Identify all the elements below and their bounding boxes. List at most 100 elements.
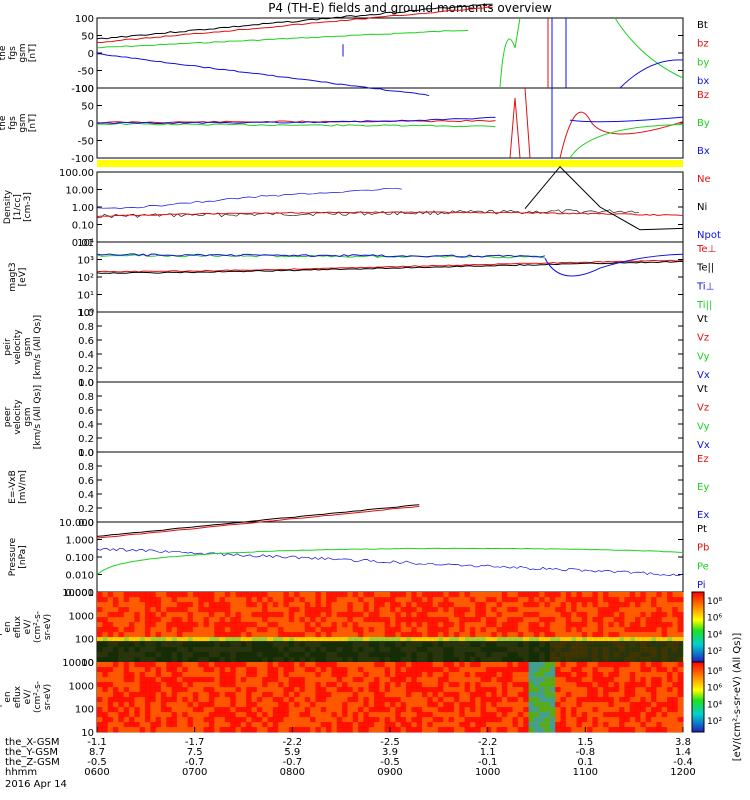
spectrogram-cell (240, 707, 247, 713)
spectrogram-cell (294, 637, 300, 643)
spectrogram-cell (144, 612, 151, 618)
spectrogram-cell (299, 697, 306, 703)
spectrogram-cell (416, 692, 423, 698)
spectrogram-cell (107, 617, 114, 623)
y-tick-label: 10¹ (77, 291, 94, 302)
spectrogram-cell (427, 632, 434, 638)
spectrogram-cell (635, 702, 641, 708)
spectrogram-cell (331, 622, 338, 628)
spectrogram-cell (549, 627, 556, 633)
spectrogram-cell (256, 602, 263, 608)
spectrogram-cell (405, 692, 412, 698)
spectrogram-cell (629, 597, 636, 603)
spectrogram-cell (219, 602, 226, 608)
spectrogram-cell (363, 607, 370, 613)
spectrogram-cell (592, 637, 599, 643)
spectrogram-cell (464, 722, 471, 728)
spectrogram-cell (667, 687, 673, 693)
spectrogram-cell (251, 622, 258, 628)
spectrogram-cell (368, 727, 375, 733)
spectrogram-cell (134, 707, 141, 713)
spectrogram-cell (288, 677, 295, 683)
spectrogram-cell (288, 667, 295, 673)
spectrogram-cell (672, 597, 679, 603)
spectrogram-cell (112, 722, 119, 728)
spectrogram-cell (310, 667, 316, 673)
spectrogram-cell (192, 667, 199, 673)
spectrogram-cell (517, 617, 524, 623)
spectrogram-cell (512, 592, 519, 598)
spectrogram-cell (576, 692, 583, 698)
spectrogram-cell (256, 727, 263, 733)
spectrogram-cell (97, 602, 103, 608)
y-tick-label: 0.8 (78, 322, 94, 333)
spectrogram-cell (315, 622, 322, 628)
spectrogram-cell (549, 597, 556, 603)
spectrogram-cell (192, 612, 199, 618)
spectrogram-cell (629, 607, 636, 613)
spectrogram-cell (171, 717, 178, 723)
spectrogram-cell (501, 702, 508, 708)
spectrogram-cell (208, 622, 215, 628)
spectrogram-cell (347, 707, 354, 713)
spectrogram-cell (134, 677, 141, 683)
spectrogram-cell (214, 707, 221, 713)
spectrogram-cell (400, 722, 407, 728)
spectrogram-cell (219, 672, 226, 678)
spectrogram-cell (565, 712, 572, 718)
spectrogram-cell (144, 607, 151, 613)
spectrogram-cell (485, 672, 492, 678)
spectrogram-cell (342, 662, 348, 668)
spectrogram-cell (368, 697, 375, 703)
spectrogram-cell (390, 682, 396, 688)
x-tick-label: 1000 (475, 767, 500, 778)
spectrogram-cell (272, 677, 279, 683)
spectrogram-cell (272, 672, 279, 678)
spectrogram-cell (230, 617, 237, 623)
spectrogram-cell (267, 612, 274, 618)
spectrogram-cell (139, 672, 146, 678)
spectrogram-cell (576, 702, 583, 708)
spectrogram-cell (640, 702, 647, 708)
spectrogram-cell (533, 702, 540, 708)
spectrogram-cell (539, 637, 545, 643)
spectrogram-cell (672, 707, 679, 713)
spectrogram-cell (592, 612, 599, 618)
spectrogram-cell (544, 632, 551, 638)
spectrogram-cell (272, 592, 279, 598)
spectrogram-cell (635, 687, 641, 693)
spectrogram-cell (342, 677, 348, 683)
spectrogram-cell (336, 682, 343, 688)
spectrogram-cell (150, 592, 157, 598)
spectrogram-cell (310, 692, 316, 698)
spectrogram-cell (203, 592, 210, 598)
spectrogram-cell (437, 712, 444, 718)
spectrogram-cell (421, 682, 428, 688)
spectrogram-cell (363, 692, 370, 698)
spectrogram-cell (517, 607, 524, 613)
y-axis-label: fgs (8, 116, 18, 130)
spectrogram-cell (469, 722, 476, 728)
spectrogram-cell (453, 722, 460, 728)
spectrogram-cell (661, 662, 668, 668)
spectrogram-cell (144, 592, 151, 598)
spectrogram-cell (128, 627, 135, 633)
spectrogram-cell (517, 682, 524, 688)
spectrogram-cell (331, 712, 338, 718)
spectrogram-cell (283, 717, 290, 723)
spectrogram-cell (379, 672, 386, 678)
spectrogram-cell (571, 602, 577, 608)
spectrogram-cell (624, 687, 631, 693)
spectrogram-cell (565, 722, 572, 728)
spectrogram-cell (656, 597, 663, 603)
spectrogram-cell (192, 712, 199, 718)
y-tick-label: 10 (81, 728, 94, 739)
spectrogram-cell (581, 612, 588, 618)
spectrogram-cell (549, 712, 556, 718)
spectrogram-cell (544, 707, 551, 713)
spectrogram-cell (667, 707, 673, 713)
spectrogram-cell (677, 592, 684, 598)
spectrogram-cell (475, 712, 482, 718)
spectrogram-cell (112, 662, 119, 668)
spectrogram-cell (208, 592, 215, 598)
